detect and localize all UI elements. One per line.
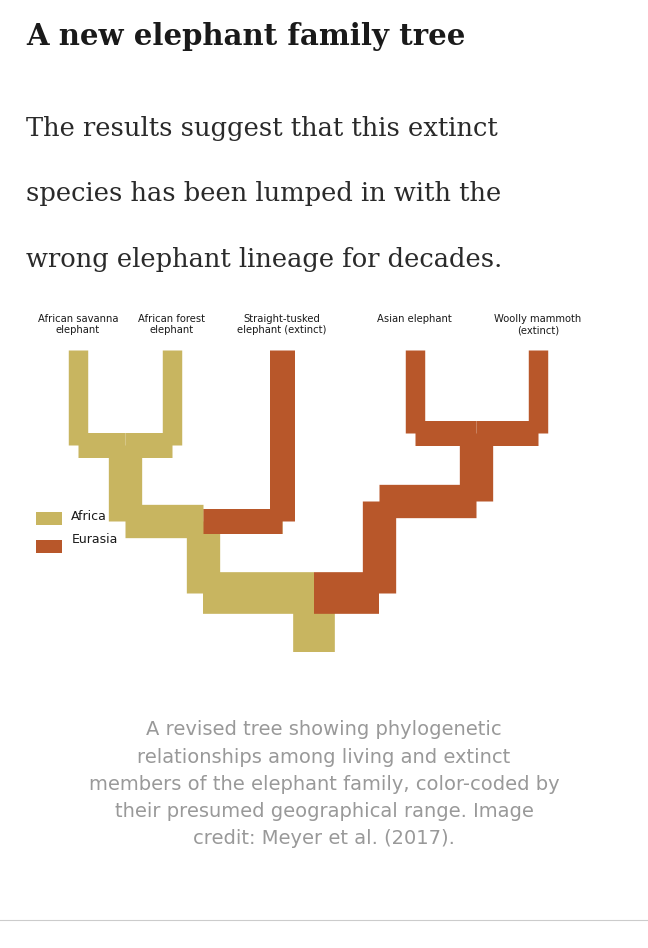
Text: Woolly mammoth
(extinct): Woolly mammoth (extinct) [494, 314, 581, 336]
FancyBboxPatch shape [36, 540, 62, 553]
Text: Asian elephant: Asian elephant [377, 314, 452, 324]
Text: Straight-tusked
elephant (extinct): Straight-tusked elephant (extinct) [237, 314, 327, 336]
Text: species has been lumped in with the: species has been lumped in with the [26, 181, 501, 207]
Text: The results suggest that this extinct: The results suggest that this extinct [26, 116, 498, 140]
Text: Africa: Africa [71, 510, 107, 523]
Text: wrong elephant lineage for decades.: wrong elephant lineage for decades. [26, 247, 502, 272]
Text: African forest
elephant: African forest elephant [138, 314, 205, 336]
FancyBboxPatch shape [36, 512, 62, 525]
Text: A revised tree showing phylogenetic
relationships among living and extinct
membe: A revised tree showing phylogenetic rela… [89, 720, 559, 848]
Text: Eurasia: Eurasia [71, 534, 118, 546]
Text: African savanna
elephant: African savanna elephant [38, 314, 118, 336]
Text: A new elephant family tree: A new elephant family tree [26, 22, 465, 51]
